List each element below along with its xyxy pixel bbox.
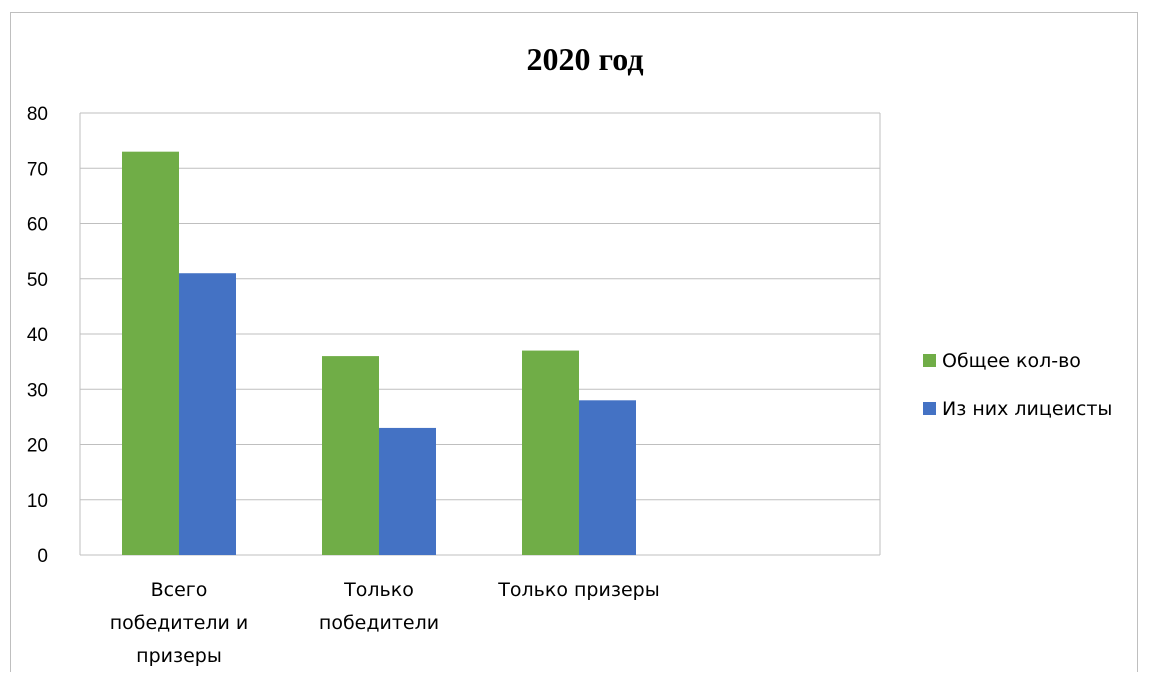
x-category-label: призеры [136,645,222,667]
bar-lyceum-1 [179,273,236,555]
bars [122,151,636,556]
x-category-label: победители и [110,612,249,634]
y-tick-label: 50 [27,270,48,291]
legend-swatch [923,354,936,367]
bar-lyceum-3 [579,400,636,555]
legend-label: Из них лицеисты [942,398,1112,420]
y-tick-label: 40 [27,325,48,346]
x-axis-categories: Всего победители и призеры Только победители… [110,579,660,667]
y-tick-label: 20 [27,436,48,457]
legend-label: Общее кол-во [942,350,1081,372]
x-category-label: Только призеры [497,579,659,601]
legend: Общее кол-во Из них лицеисты [923,350,1112,420]
y-tick-label: 80 [27,104,48,125]
y-tick-label: 10 [27,491,48,512]
bar-total-1 [122,151,179,556]
x-category-label: победители [319,612,439,634]
y-tick-label: 0 [37,546,48,567]
x-category-label: Всего [151,579,208,601]
y-axis-ticks: 0 10 20 30 40 50 60 70 80 [27,104,48,567]
y-tick-label: 30 [27,380,48,401]
bar-lyceum-2 [379,427,436,555]
bar-total-3 [522,350,579,555]
x-category-label: Только [343,579,414,601]
y-tick-label: 60 [27,215,48,236]
legend-swatch [923,402,936,415]
chart-frame [10,12,1138,672]
chart-title: 2020 год [527,41,644,77]
y-tick-label: 70 [27,159,48,180]
bar-total-2 [322,356,379,555]
